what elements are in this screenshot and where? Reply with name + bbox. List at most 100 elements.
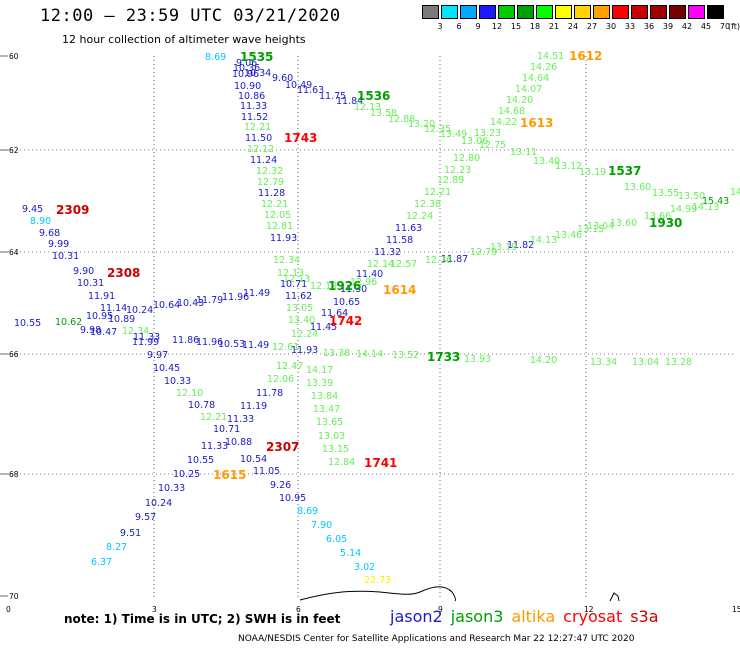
colorbar-label: 12 bbox=[491, 22, 503, 31]
x-tick-label: 3 bbox=[152, 605, 157, 614]
swh-value: 10.31 bbox=[52, 251, 79, 262]
swh-value: 11.58 bbox=[386, 235, 413, 246]
swh-value: 11.40 bbox=[356, 269, 383, 280]
swh-value: 12.12 bbox=[247, 144, 274, 155]
colorbar-swatch bbox=[707, 5, 724, 19]
swh-value: 12.21 bbox=[424, 187, 451, 198]
colorbar-swatch bbox=[460, 5, 477, 19]
colorbar-swatch bbox=[669, 5, 686, 19]
map-subtitle: 12 hour collection of altimeter wave hei… bbox=[62, 33, 306, 46]
swh-value: 12.80 bbox=[453, 153, 480, 164]
colorbar-swatch bbox=[612, 5, 629, 19]
swh-value: 12.21 bbox=[244, 122, 271, 133]
swh-value: 13.15 bbox=[577, 224, 604, 235]
swh-value: 10.33 bbox=[158, 483, 185, 494]
swh-value: 13.40 bbox=[533, 156, 560, 167]
swh-value: 13.19 bbox=[579, 167, 606, 178]
x-tick-label: 6 bbox=[296, 605, 301, 614]
pass-time-label: 2309 bbox=[56, 203, 89, 217]
swh-value: 11.05 bbox=[253, 466, 280, 477]
swh-value: 13.15 bbox=[322, 444, 349, 455]
swh-value: 10.47 bbox=[90, 327, 117, 338]
credit-line: NOAA/NESDIS Center for Satellite Applica… bbox=[238, 634, 635, 644]
swh-value: 14.14 bbox=[356, 349, 383, 360]
swh-value: 14.04 bbox=[730, 187, 740, 198]
swh-value: 10.89 bbox=[108, 314, 135, 325]
colorbar-swatch bbox=[574, 5, 591, 19]
colorbar-swatch bbox=[555, 5, 572, 19]
swh-value: 12.38 bbox=[414, 199, 441, 210]
swh-value: 9.68 bbox=[39, 228, 60, 239]
axis-ticks: 60 62 64 66 68 70 0 3 6 9 12 15 bbox=[0, 52, 740, 614]
swh-value: 11.32 bbox=[374, 247, 401, 258]
swh-value: 13.60 bbox=[610, 218, 637, 229]
swh-value: 11.49 bbox=[242, 340, 269, 351]
swh-value: 13.93 bbox=[464, 354, 491, 365]
swh-value: 14.99 bbox=[670, 204, 697, 215]
swh-value: 10.95 bbox=[86, 311, 113, 322]
swh-value: 11.63 bbox=[395, 223, 422, 234]
swh-value: 13.84 bbox=[311, 391, 338, 402]
colorbar-label: 42 bbox=[681, 22, 693, 31]
pass-time-label: 1615 bbox=[213, 468, 246, 482]
swh-value: 10.96 bbox=[232, 69, 259, 80]
swh-value: 11.14 bbox=[100, 303, 127, 314]
swh-value: 11.64 bbox=[321, 308, 348, 319]
swh-value: 12.57 bbox=[390, 259, 417, 270]
swh-value: 12.35 bbox=[424, 124, 451, 135]
swh-value: 14.26 bbox=[530, 62, 557, 73]
swh-value: 11.30 bbox=[340, 284, 367, 295]
colorbar-swatch bbox=[650, 5, 667, 19]
swh-value: 15.43 bbox=[702, 196, 729, 207]
swh-value: 13.58 bbox=[370, 108, 397, 119]
swh-value: 14.13 bbox=[530, 235, 557, 246]
pass-time-labels: 1535 1536 1537 1612 1613 1743 2309 1930 2308 1926… bbox=[56, 49, 682, 482]
colorbar-swatch bbox=[422, 5, 439, 19]
legend-cryosat: cryosat bbox=[563, 607, 623, 626]
swh-value: 11.78 bbox=[256, 388, 283, 399]
swh-value: 13.23 bbox=[474, 128, 501, 139]
colorbar-label: 39 bbox=[662, 22, 674, 31]
y-tick-label: 68 bbox=[9, 470, 19, 479]
swh-value: 9.60 bbox=[272, 73, 293, 84]
colorbar-swatch bbox=[688, 5, 705, 19]
swh-value: 12.24 bbox=[406, 211, 433, 222]
swh-value: 10.36 bbox=[233, 63, 260, 74]
map-title: 12:00 – 23:59 UTC 03/21/2020 bbox=[40, 6, 341, 26]
pass-time-label: 2308 bbox=[107, 266, 140, 280]
swh-value: 11.96 bbox=[222, 292, 249, 303]
swh-value: 11.50 bbox=[245, 133, 272, 144]
swh-value: 9.06 bbox=[236, 58, 257, 69]
swh-value: 12.19 bbox=[310, 281, 337, 292]
x-tick-label: 0 bbox=[6, 605, 11, 614]
swh-value: 10.49 bbox=[285, 80, 312, 91]
coastline-path bbox=[299, 586, 457, 602]
swh-value: 10.24 bbox=[126, 305, 153, 316]
swh-value: 11.45 bbox=[310, 322, 337, 333]
swh-value: 13.50 bbox=[678, 191, 705, 202]
colorbar-label: 9 bbox=[475, 22, 481, 31]
swh-value: 10.55 bbox=[14, 318, 41, 329]
swh-value: 10.86 bbox=[238, 91, 265, 102]
swh-value: 6.37 bbox=[91, 557, 112, 568]
swh-value: 9.51 bbox=[120, 528, 141, 539]
swh-value: 11.33 bbox=[240, 101, 267, 112]
colorbar-label: 27 bbox=[586, 22, 598, 31]
swh-value: 12.13 bbox=[277, 268, 304, 279]
swh-value: 10.90 bbox=[234, 81, 261, 92]
colorbar-label: 70 bbox=[719, 22, 731, 31]
coastline-path bbox=[609, 592, 620, 602]
swh-value: 12.75 bbox=[479, 140, 506, 151]
pass-time-label: 1536 bbox=[357, 89, 390, 103]
y-tick-label: 66 bbox=[9, 350, 19, 359]
swh-value: 12.36 bbox=[425, 255, 452, 266]
swh-value: 12.79 bbox=[470, 247, 497, 258]
swh-value: 13.28 bbox=[665, 357, 692, 368]
swh-value: 11.19 bbox=[240, 401, 267, 412]
pass-time-label: 1926 bbox=[328, 279, 361, 293]
swh-value: 14.22 bbox=[490, 117, 517, 128]
x-tick-label: 9 bbox=[438, 605, 443, 614]
swh-value: 14.20 bbox=[530, 355, 557, 366]
swh-value: 10.45 bbox=[153, 363, 180, 374]
